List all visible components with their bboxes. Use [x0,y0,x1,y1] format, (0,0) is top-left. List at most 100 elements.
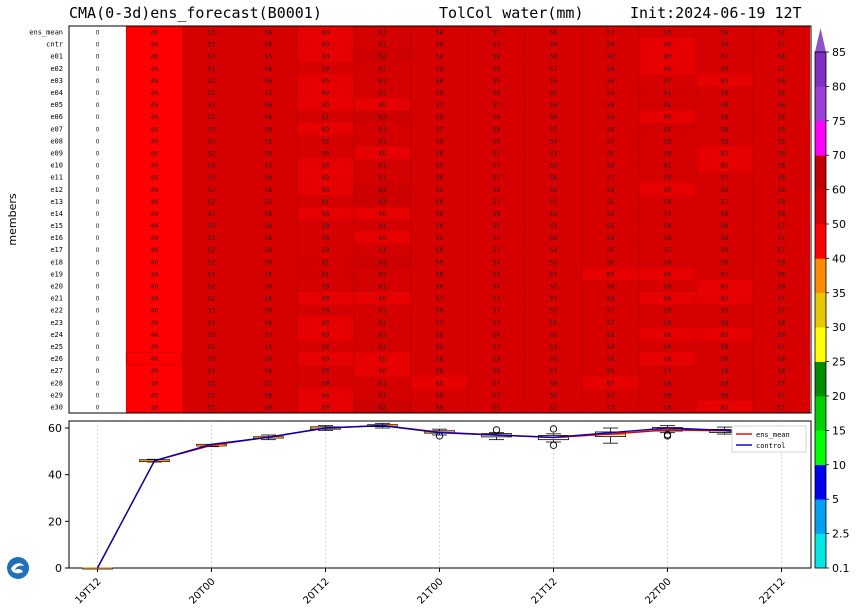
heatmap-cell [354,219,411,232]
heatmap-cell [354,243,411,257]
heatmap-cell-label: 61 [379,30,387,37]
heatmap-cell-label: 59 [436,163,444,170]
heatmap-cell [582,364,639,378]
heatmap-cell-label: 57 [664,211,672,218]
heatmap-cell [468,328,525,341]
heatmap-cell-label: 0 [96,392,100,399]
heatmap-cell-label: 57 [436,126,444,133]
heatmap-cell-label: 61 [664,163,672,170]
heatmap-cell-label: 60 [379,368,387,375]
heatmap-cell [183,292,240,305]
heatmap-cell-label: 56 [550,90,558,97]
heatmap-cell [354,279,411,293]
heatmap-cell-label: 53 [550,344,558,351]
heatmap-cell-label: 46 [151,344,159,351]
heatmap-cell-label: 59 [322,368,330,375]
heatmap-cell-label: 58 [436,66,444,73]
heatmap-cell-label: 60 [322,404,330,411]
heatmap-cell [69,376,126,390]
heatmap-cell [525,267,582,281]
heatmap-cell-label: 62 [379,259,387,266]
heatmap-cell [696,328,753,341]
heatmap-row-label: e12 [50,186,63,194]
heatmap-cell-label: 57 [721,271,729,278]
heatmap-cell [411,98,468,111]
heatmap-cell-label: 56 [493,259,501,266]
heatmap-cell-label: 59 [721,247,729,254]
heatmap-cell-label: 59 [436,235,444,242]
heatmap-cell [183,219,240,232]
heatmap-cell-label: 59 [322,344,330,351]
heatmap-cell-label: 52 [208,247,216,254]
heatmap-cell [69,255,126,269]
heatmap-row-label: e25 [50,343,63,351]
heatmap-cell [639,219,696,232]
heatmap-cell [411,316,468,329]
heatmap-cell [582,110,639,124]
heatmap-cell-label: 60 [322,42,330,49]
heatmap-cell-label: 46 [151,247,159,254]
heatmap-cell [354,183,411,196]
heatmap-cell-label: 55 [550,332,558,339]
heatmap-cell-label: 61 [379,78,387,85]
heatmap-cell [582,316,639,329]
heatmap-cell-label: 46 [151,380,159,387]
heatmap-cell [297,183,354,196]
heatmap-cell [69,243,126,257]
heatmap-cell [525,352,582,365]
heatmap-cell-label: 55 [550,259,558,266]
heatmap-cell-label: 56 [607,199,615,206]
heatmap-cell [354,86,411,99]
heatmap-cell-label: 57 [607,392,615,399]
heatmap-row-label: e01 [50,53,63,61]
heatmap-cell-label: 54 [607,344,615,351]
heatmap-cell-label: 59 [322,235,330,242]
heatmap-cell-label: 59 [322,138,330,145]
heatmap-cell-label: 58 [436,223,444,230]
heatmap-cell-label: 56 [778,54,786,61]
heatmap-cell [582,279,639,293]
heatmap-cell-label: 53 [208,211,216,218]
heatmap-cell [183,364,240,378]
heatmap-cell [411,328,468,341]
heatmap-cell [696,400,753,414]
heatmap-row-label: e03 [50,77,63,85]
heatmap-cell [183,231,240,244]
heatmap-cell [411,62,468,75]
heatmap-cell-label: 56 [550,235,558,242]
heatmap-ylabel: members [6,193,19,245]
heatmap-cell-label: 61 [379,284,387,291]
chart-title-init-time: Init:2024-06-19 12T [630,4,802,22]
heatmap-cell [525,50,582,63]
heatmap-cell [696,388,753,402]
heatmap-cell [468,26,525,39]
heatmap-cell-label: 57 [607,308,615,315]
heatmap-cell [240,267,297,281]
heatmap-cell [240,134,297,148]
heatmap-cell [126,171,183,184]
heatmap-cell [468,122,525,136]
heatmap-cell-label: 56 [607,368,615,375]
heatmap-cell-label: 56 [778,187,786,194]
heatmap-cell-label: 52 [208,199,216,206]
heatmap-cell-label: 52 [208,392,216,399]
heatmap-cell [297,134,354,148]
heatmap-cell [468,146,525,160]
heatmap-cell-label: 57 [493,235,501,242]
heatmap-cell [69,159,126,172]
heatmap-cell [639,340,696,353]
heatmap-cell-label: 58 [607,187,615,194]
heatmap-cell-label: 60 [322,102,330,109]
heatmap-cell [69,50,126,63]
heatmap-cell-label: 55 [550,78,558,85]
heatmap-cell-label: 0 [96,223,100,230]
heatmap-cell-label: 61 [664,90,672,97]
heatmap-cell-label: 56 [265,247,273,254]
heatmap-cell-label: 55 [550,199,558,206]
heatmap-cell [696,352,753,365]
heatmap-cell-label: 59 [664,138,672,145]
heatmap-cell-label: 61 [379,66,387,73]
heatmap-cell-label: 0 [96,90,100,97]
heatmap-cell [696,134,753,148]
heatmap-cell [126,134,183,148]
